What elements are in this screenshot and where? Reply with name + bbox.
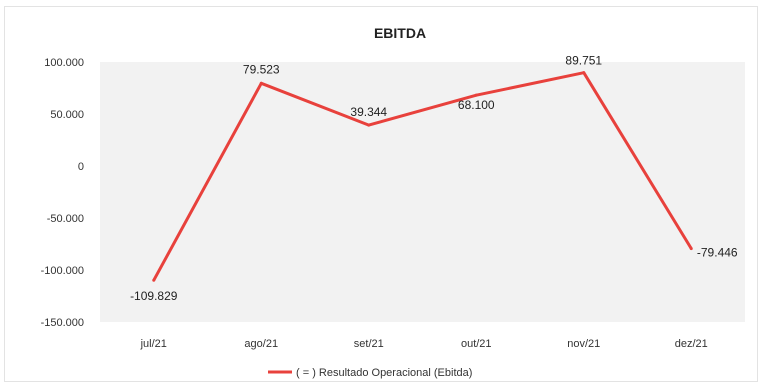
x-tick-label: ago/21 (244, 338, 278, 350)
x-tick-label: nov/21 (567, 338, 600, 350)
plot-background (100, 62, 745, 322)
y-tick-label: -100.000 (41, 265, 84, 277)
data-label: -79.446 (697, 246, 738, 260)
data-point (367, 123, 371, 127)
y-tick-label: 50.000 (50, 109, 84, 121)
x-tick-label: dez/21 (675, 338, 708, 350)
data-label: -109.829 (130, 289, 178, 303)
x-tick-label: out/21 (461, 338, 492, 350)
series-line (152, 71, 693, 281)
legend: ( = ) Resultado Operacional (Ebitda) (268, 367, 472, 379)
y-tick-label: 100.000 (44, 57, 84, 69)
data-label: 39.344 (350, 105, 387, 119)
plot-area: 100.000 50.000 0 -50.000 -100.000 -150.000 jul… (41, 54, 745, 350)
legend-label: ( = ) Resultado Operacional (Ebitda) (296, 367, 472, 379)
y-tick-label: 0 (78, 161, 84, 173)
x-tick-label: set/21 (354, 338, 384, 350)
y-tick-label: -150.000 (41, 317, 84, 329)
data-point (474, 93, 478, 97)
data-point (259, 81, 263, 85)
x-tick-label: jul/21 (140, 338, 167, 350)
data-label: 68.100 (458, 98, 495, 112)
data-point (689, 247, 693, 251)
data-label: 89.751 (565, 54, 602, 68)
data-point (152, 278, 156, 282)
data-label: 79.523 (243, 62, 280, 76)
chart-title: EBITDA (374, 25, 426, 41)
y-tick-label: -50.000 (47, 213, 84, 225)
data-point (582, 71, 586, 75)
